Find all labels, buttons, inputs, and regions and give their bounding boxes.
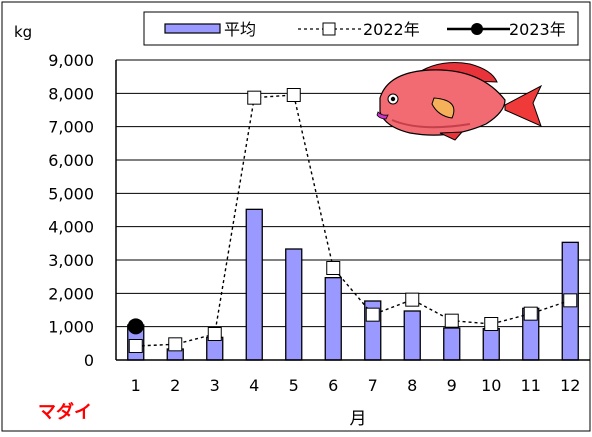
y-tick-labels: 0 1,000 2,000 3,000 4,000 5,000 6,000 7,000 8,00… <box>48 51 94 370</box>
y-tick-label: 3,000 <box>48 251 94 270</box>
legend-marker-2022 <box>322 22 336 36</box>
marker-2022 <box>365 307 380 322</box>
legend: 平均 2022年 2023年 <box>143 11 579 46</box>
bar-average <box>482 328 500 361</box>
legend-marker-2023 <box>471 23 483 35</box>
x-tick-label: 2 <box>170 376 180 395</box>
marker-2022 <box>128 339 143 353</box>
fish-icon <box>376 62 543 141</box>
gridlines <box>116 59 590 328</box>
x-tick-label: 3 <box>210 376 220 395</box>
x-tick-label: 10 <box>481 376 501 395</box>
marker-2022 <box>326 261 341 275</box>
legend-label-2023: 2023年 <box>509 20 566 39</box>
y-tick-label: 8,000 <box>48 84 94 103</box>
marker-2022 <box>207 327 222 341</box>
x-tick-label: 8 <box>407 376 417 395</box>
y-tick-label: 7,000 <box>48 118 94 137</box>
series-lines <box>127 88 578 353</box>
y-axis-label: kg <box>14 23 32 41</box>
marker-2022 <box>168 337 183 352</box>
bar-average <box>245 208 263 361</box>
y-tick-label: 5,000 <box>48 184 94 203</box>
x-tick-label: 12 <box>560 376 580 395</box>
y-tick-label: 6,000 <box>48 151 94 170</box>
bar-average <box>285 248 303 361</box>
marker-2022 <box>484 317 499 331</box>
x-tick-label: 9 <box>447 376 457 395</box>
marker-2023 <box>127 318 144 335</box>
marker-2022 <box>286 88 301 102</box>
marker-2022 <box>405 292 420 307</box>
legend-label-2022: 2022年 <box>363 20 420 39</box>
y-tick-label: 9,000 <box>48 51 94 70</box>
bar-average <box>324 277 342 361</box>
legend-label-average: 平均 <box>224 20 256 39</box>
y-tick-label: 1,000 <box>48 318 94 337</box>
marker-2022 <box>444 313 459 328</box>
x-tick-label: 5 <box>289 376 299 395</box>
marker-2022 <box>523 306 538 321</box>
x-tick-label: 1 <box>131 376 141 395</box>
x-tick-label: 6 <box>328 376 338 395</box>
y-tick-label: 4,000 <box>48 218 94 237</box>
x-axis-label: 月 <box>350 409 367 429</box>
marker-2022 <box>247 90 262 105</box>
x-tick-label: 11 <box>521 376 541 395</box>
x-tick-labels: 1 2 3 4 5 6 7 8 9 10 11 12 <box>131 376 581 395</box>
marker-2022 <box>563 293 578 308</box>
y-tick-label: 2,000 <box>48 284 94 303</box>
x-tick-label: 7 <box>368 376 378 395</box>
y-tick-label: 0 <box>84 351 94 370</box>
legend-swatch-average <box>164 23 221 34</box>
bar-average <box>403 310 421 361</box>
x-tick-label: 4 <box>249 376 259 395</box>
species-label: マダイ <box>38 401 92 423</box>
axes <box>115 60 590 361</box>
bar-average <box>443 327 461 361</box>
